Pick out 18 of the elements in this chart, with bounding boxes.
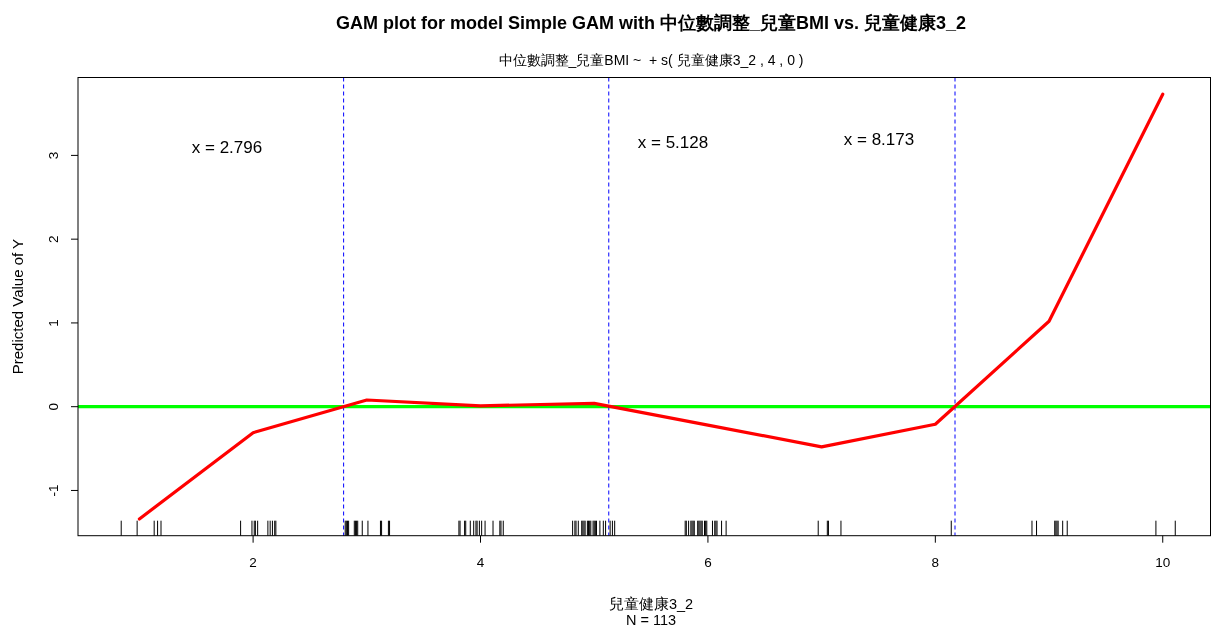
title: GAM plot for model Simple GAM with 中位數調整_兒童BMI vs. 兒童健康3_2 <box>335 13 967 33</box>
x-tick-label: 2 <box>249 555 257 570</box>
y-tick-label: 1 <box>46 319 61 327</box>
x-tick-label: 8 <box>931 555 940 570</box>
annotation: x = 5.128 <box>637 132 709 152</box>
annotation: N = 113 <box>625 612 677 628</box>
annotation: x = 8.173 <box>843 129 915 149</box>
xlabel: 兒童健康3_2 <box>608 596 694 612</box>
y-tick-label: 2 <box>46 235 61 243</box>
x-tick-label: 10 <box>1155 555 1171 570</box>
ylabel: Predicted Value of Y <box>9 238 26 375</box>
subtitle: 中位數調整_兒童BMI ~ + s( 兒童健康3_2 , 4 , 0 ) <box>498 52 804 68</box>
y-tick-label: -1 <box>46 484 61 497</box>
x-tick-label: 6 <box>704 555 712 570</box>
annotation: x = 2.796 <box>191 137 263 157</box>
y-tick-label: 3 <box>46 151 61 160</box>
y-tick-label: 0 <box>46 402 61 411</box>
x-tick-label: 4 <box>476 555 485 570</box>
